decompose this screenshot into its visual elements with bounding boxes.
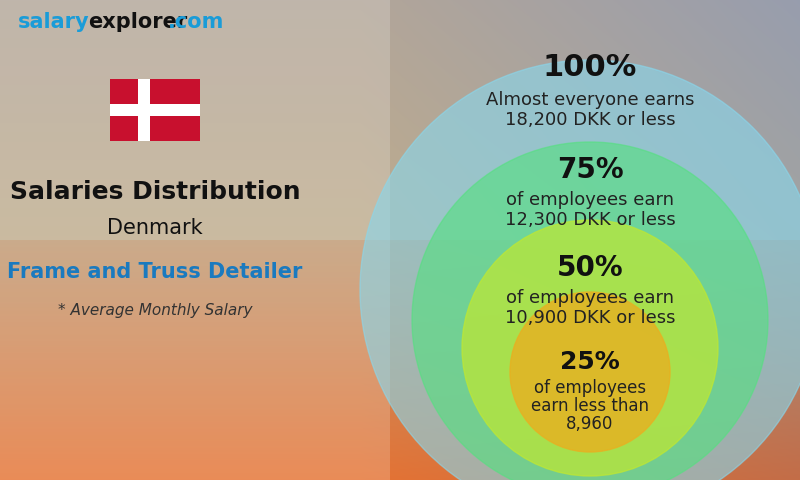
Circle shape (360, 60, 800, 480)
Text: .com: .com (168, 12, 224, 32)
Circle shape (462, 220, 718, 476)
Text: 75%: 75% (557, 156, 623, 184)
Circle shape (510, 292, 670, 452)
Bar (138, 79, 150, 141)
Text: 100%: 100% (543, 53, 637, 83)
Text: Denmark: Denmark (107, 218, 203, 238)
Text: 10,900 DKK or less: 10,900 DKK or less (505, 309, 675, 327)
Text: explorer: explorer (88, 12, 187, 32)
Text: Almost everyone earns: Almost everyone earns (486, 91, 694, 109)
Text: 18,200 DKK or less: 18,200 DKK or less (505, 111, 675, 129)
Text: Salaries Distribution: Salaries Distribution (10, 180, 300, 204)
Text: salary: salary (18, 12, 90, 32)
Text: 25%: 25% (560, 350, 620, 374)
Text: of employees: of employees (534, 379, 646, 397)
Text: 50%: 50% (557, 254, 623, 282)
Text: of employees earn: of employees earn (506, 289, 674, 307)
Text: * Average Monthly Salary: * Average Monthly Salary (58, 302, 252, 317)
Text: 8,960: 8,960 (566, 415, 614, 433)
Circle shape (412, 142, 768, 480)
Bar (110, 104, 200, 116)
Text: of employees earn: of employees earn (506, 191, 674, 209)
Text: Frame and Truss Detailer: Frame and Truss Detailer (7, 262, 302, 282)
Text: 12,300 DKK or less: 12,300 DKK or less (505, 211, 675, 229)
Bar (110, 79, 200, 141)
FancyBboxPatch shape (0, 0, 390, 480)
Text: earn less than: earn less than (531, 397, 649, 415)
